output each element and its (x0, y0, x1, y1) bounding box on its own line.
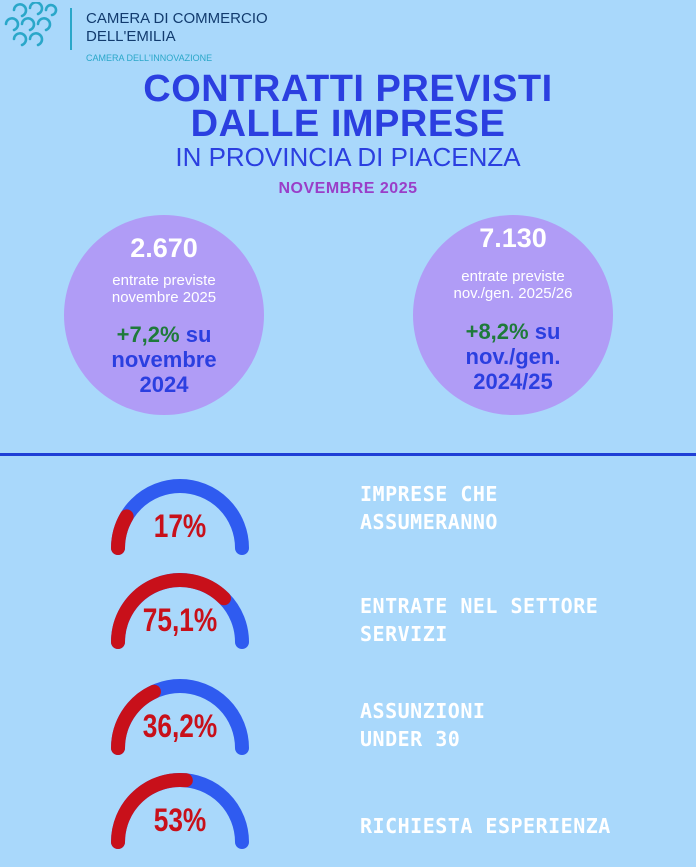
gauge-arc (111, 573, 249, 649)
stat-comparison-line1: su (528, 319, 561, 344)
stat-change-line: +7,2% su (64, 322, 264, 347)
main-title-line2: DALLE IMPRESE (190, 103, 506, 145)
org-name-line1: CAMERA DI COMMERCIO (86, 10, 268, 27)
gauge-arc (111, 679, 249, 755)
gauge-fill (111, 573, 231, 649)
gauge-hiring-firms: 17% (100, 476, 260, 556)
gauge-fill (111, 684, 161, 755)
section-divider (0, 453, 696, 456)
stat-value: 2.670 (130, 233, 198, 263)
logo-divider (70, 8, 72, 50)
subtitle: IN PROVINCIA DI PIACENZA (175, 142, 521, 172)
gauge-services-sector: 75,1% (100, 570, 260, 650)
gauge-label-line1: ASSUNZIONI (360, 699, 486, 723)
stat-desc-line1: entrate previste (461, 268, 565, 285)
gauge-label-line1: RICHIESTA ESPERIENZA (360, 814, 611, 838)
gauge-label-experience-required: RICHIESTA ESPERIENZA (360, 812, 611, 840)
org-name-line2: DELL'EMILIA (86, 28, 176, 45)
stat-circle-quarterly: 7.130 entrate previste nov./gen. 2025/26… (413, 215, 613, 415)
stat-comparison-line3: 2024 (139, 372, 189, 397)
stat-comparison-line1: su (179, 322, 212, 347)
gauge-label-under-30: ASSUNZIONI UNDER 30 (360, 697, 485, 753)
stat-change-line: +8,2% su (413, 319, 613, 344)
gauge-label-line1: ENTRATE NEL SETTORE (360, 594, 599, 618)
gauge-label-hiring-firms: IMPRESE CHE ASSUMERANNO (360, 480, 498, 536)
stat-comparison-line3: 2024/25 (473, 369, 553, 394)
gauge-label-services-sector: ENTRATE NEL SETTORE SERVIZI (360, 592, 598, 648)
period-label: NOVEMBRE 2025 (278, 180, 418, 197)
gauge-under-30: 36,2% (100, 676, 260, 756)
gauge-arc (111, 479, 249, 555)
org-tagline: CAMERA DELL'INNOVAZIONE (86, 53, 213, 63)
gauge-label-line2: UNDER 30 (360, 727, 461, 751)
gauge-value: 17% (153, 508, 207, 544)
header-logo: CAMERA DI COMMERCIO DELL'EMILIA CAMERA D… (0, 0, 696, 70)
stat-comparison-line2: nov./gen. (465, 344, 561, 369)
chamber-logo-icon (4, 2, 58, 47)
stat-value: 7.130 (479, 223, 547, 253)
gauge-label-line2: ASSUMERANNO (360, 510, 498, 534)
gauge-label-line2: SERVIZI (360, 622, 448, 646)
gauge-value: 75,1% (142, 602, 218, 638)
stat-circle-monthly: 2.670 entrate previste novembre 2025 +7,… (64, 215, 264, 415)
gauge-label-line1: IMPRESE CHE (360, 482, 498, 506)
stat-change: +8,2% (465, 319, 529, 344)
gauge-fill (111, 773, 193, 849)
main-title-line1: CONTRATTI PREVISTI (143, 68, 553, 110)
gauge-value: 53% (153, 802, 207, 838)
stat-desc-line1: entrate previste (112, 272, 216, 289)
stat-desc-line2: novembre 2025 (111, 289, 217, 306)
gauge-value: 36,2% (142, 708, 218, 744)
gauge-experience-required: 53% (100, 770, 260, 850)
gauge-arc (111, 773, 249, 849)
gauge-fill (111, 509, 134, 555)
stat-change: +7,2% (116, 322, 180, 347)
stat-desc-line2: nov./gen. 2025/26 (453, 285, 573, 302)
stat-comparison-line2: novembre (111, 347, 217, 372)
